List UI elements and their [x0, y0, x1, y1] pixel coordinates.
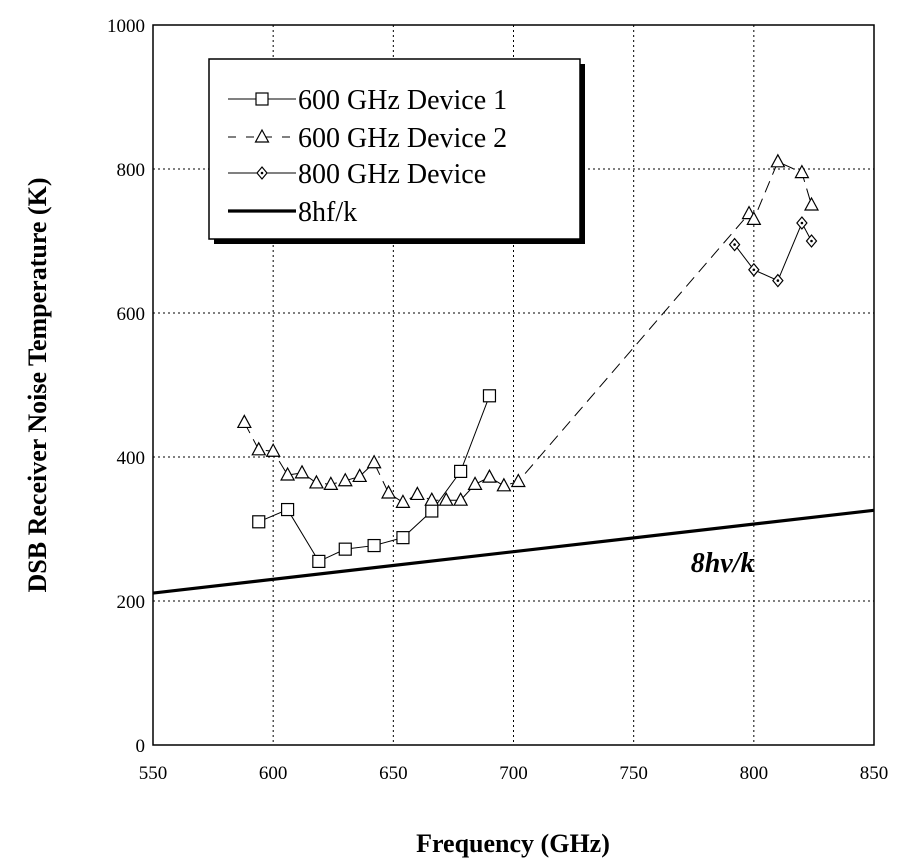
series-2-point [308, 474, 324, 489]
series-2-point [481, 468, 497, 483]
series-3-point-center [733, 243, 736, 246]
legend-marker-1 [255, 92, 269, 106]
x-tick-label: 550 [139, 763, 168, 784]
x-tick-label: 800 [740, 763, 769, 784]
legend-item-2: 600 GHz Device 2 [228, 123, 507, 154]
y-tick-label: 400 [117, 448, 146, 469]
series-3-point-center [800, 221, 804, 225]
series-2-point [746, 211, 762, 225]
y-tick-label: 800 [117, 160, 146, 181]
series-2-point [794, 164, 810, 179]
series-1-point [252, 515, 266, 529]
series-2-point [467, 476, 483, 490]
series-2-point [510, 473, 526, 488]
series-1-point [338, 542, 352, 556]
series-2-point [770, 153, 786, 168]
series-3-point-center [810, 239, 813, 243]
legend-item-3: 800 GHz Device [228, 159, 486, 190]
series-2-point [453, 491, 469, 506]
series-1-point [396, 531, 410, 545]
legend-box [208, 58, 581, 240]
series-4 [153, 508, 874, 595]
series-3-point-center [752, 268, 756, 272]
y-tick-label: 600 [117, 304, 146, 325]
legend-label-3: 800 GHz Device [298, 159, 486, 190]
series-2-point [337, 472, 353, 487]
legend-label-2: 600 GHz Device 2 [298, 123, 507, 154]
series-layer [153, 153, 874, 595]
series-1-point [454, 464, 468, 478]
tick-labels: 550 600 650 700 750 800 850 0 200 400 600 800 1000 [107, 16, 888, 784]
series-2-point [265, 442, 281, 457]
x-tick-label: 600 [259, 763, 288, 784]
series-2-point [251, 441, 267, 456]
x-tick-label: 700 [499, 763, 528, 784]
legend-marker-2 [254, 128, 270, 143]
series-2-point [366, 454, 382, 469]
legend-label-4: 8hf/k [298, 197, 357, 228]
legend-item-1: 600 GHz Device 1 [228, 85, 507, 116]
y-tick-label: 200 [117, 592, 146, 613]
legend-item-4: 8hf/k [228, 197, 357, 228]
series-1 [252, 389, 497, 569]
series-2-point [323, 476, 339, 490]
legend-label-1: 600 GHz Device 1 [298, 85, 507, 116]
series-3-point-center [776, 279, 780, 282]
series-2-point [236, 414, 252, 429]
x-tick-label: 750 [619, 763, 648, 784]
annotation-8hv-k: 8hν/k [691, 548, 755, 579]
y-axis-title: DSB Receiver Noise Temperature (K) [23, 178, 52, 593]
series-1-point [280, 502, 295, 517]
series-4-line [153, 508, 874, 595]
series-2-point [496, 477, 512, 492]
legend-marker-3-center [260, 171, 264, 175]
x-tick-label: 850 [860, 763, 889, 784]
plot-frame [152, 24, 875, 746]
series-2-point [280, 466, 296, 481]
series-2-point [381, 484, 397, 499]
series-2-point [352, 468, 368, 483]
series-2-point [438, 491, 454, 506]
series-2-point [409, 486, 425, 501]
series-2-point [804, 196, 820, 211]
x-tick-label: 650 [379, 763, 408, 784]
series-2-point [294, 464, 310, 479]
series-1-point [367, 538, 381, 553]
x-axis-title: Frequency (GHz) [416, 829, 610, 858]
series-1-point [482, 389, 497, 403]
series-2 [236, 153, 820, 508]
series-2-point [395, 494, 411, 508]
legend: 600 GHz Device 1 600 GHz Device 2 800 GHz … [208, 58, 585, 244]
y-tick-label: 0 [136, 736, 146, 757]
series-1-point [312, 554, 326, 569]
series-2-point [424, 491, 440, 506]
series-3 [728, 216, 818, 288]
series-1-point [425, 504, 439, 518]
y-tick-label: 1000 [107, 16, 145, 37]
